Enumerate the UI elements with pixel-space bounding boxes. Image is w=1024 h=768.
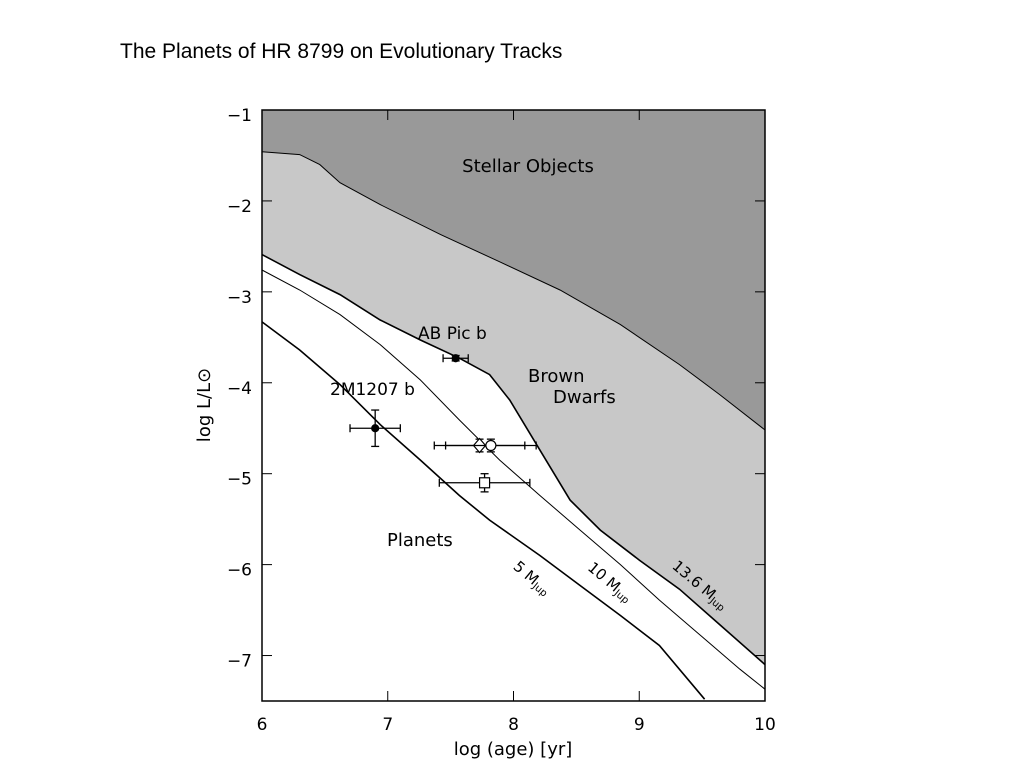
point bbox=[485, 439, 497, 452]
region-label: Stellar Objects bbox=[462, 156, 594, 177]
stellar-boundary bbox=[261, 151, 766, 431]
x-tick-label: 6 bbox=[257, 715, 268, 735]
stellar-region bbox=[262, 110, 765, 430]
point-label: AB Pic b bbox=[418, 324, 487, 344]
region-label: Dwarfs bbox=[553, 387, 616, 408]
chart-title: The Planets of HR 8799 on Evolutionary T… bbox=[120, 40, 562, 63]
track bbox=[261, 253, 766, 666]
brown-dwarf-region bbox=[262, 151, 765, 665]
y-tick-label: −2 bbox=[227, 197, 252, 217]
region-label: Brown bbox=[528, 366, 585, 387]
track bbox=[261, 269, 766, 690]
y-tick-label: −7 bbox=[227, 652, 252, 672]
point bbox=[478, 477, 491, 489]
x-axis-label: log (age) [yr] bbox=[454, 739, 573, 760]
y-tick-label: −1 bbox=[227, 106, 252, 126]
y-tick-label: −4 bbox=[227, 379, 252, 399]
y-tick-label: −6 bbox=[227, 561, 252, 581]
region-label: Planets bbox=[387, 530, 453, 551]
y-tick-label: −5 bbox=[227, 470, 252, 490]
x-tick-label: 7 bbox=[382, 715, 393, 735]
point bbox=[451, 354, 460, 363]
x-tick-label: 10 bbox=[754, 715, 776, 735]
point-label: 2M1207 b bbox=[330, 380, 415, 400]
x-tick-label: 8 bbox=[508, 715, 519, 735]
point bbox=[371, 424, 380, 433]
y-axis-label: log L/L⊙ bbox=[194, 368, 215, 442]
track bbox=[261, 321, 706, 700]
x-tick-label: 9 bbox=[634, 715, 645, 735]
y-tick-label: −3 bbox=[227, 288, 252, 308]
